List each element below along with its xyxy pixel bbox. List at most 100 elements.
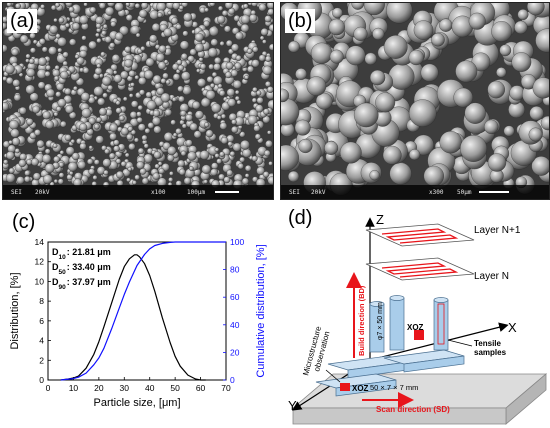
powder-particle (124, 46, 132, 53)
powder-particle (3, 22, 7, 30)
powder-particle (234, 90, 240, 95)
powder-particle (503, 125, 515, 137)
powder-particle (240, 23, 250, 33)
powder-particle (130, 82, 135, 88)
powder-particle (134, 3, 141, 9)
powder-particle (102, 24, 108, 29)
horizontal-bar-samples (315, 349, 465, 397)
powder-particle (171, 97, 177, 102)
y-tick-label: 12 (35, 257, 45, 267)
powder-particle (240, 140, 250, 150)
powder-particle (44, 163, 55, 174)
powder-particle (244, 75, 249, 80)
powder-particle (126, 177, 131, 183)
powder-particle (288, 40, 300, 53)
powder-particle (114, 3, 124, 12)
powder-particle (175, 23, 182, 30)
powder-particle (306, 76, 327, 96)
powder-particle (242, 148, 252, 158)
powder-particle (42, 111, 51, 120)
powder-particle (65, 104, 74, 114)
powder-particle (468, 12, 486, 30)
powder-particle (88, 40, 97, 50)
powder-particle (247, 65, 254, 73)
powder-particle (101, 30, 107, 36)
powder-particle (217, 83, 223, 89)
powder-particle (211, 103, 222, 114)
block-dimension: 50 × 7 × 7 mm (370, 383, 418, 392)
powder-particle (113, 145, 120, 152)
powder-particle (126, 133, 133, 141)
powder-particle (16, 176, 25, 185)
powder-particle (227, 98, 236, 107)
powder-particle (237, 163, 244, 170)
powder-particle (101, 76, 112, 86)
y2-tick-label: 40 (230, 320, 240, 330)
powder-particle (484, 119, 499, 134)
powder-particle (256, 96, 264, 104)
powder-particle (209, 83, 216, 89)
powder-particle (236, 99, 242, 105)
powder-particle (119, 115, 125, 122)
x-tick-label: 50 (170, 383, 180, 393)
powder-particle (64, 134, 72, 141)
powder-particle (251, 155, 258, 162)
powder-particle (92, 175, 98, 181)
powder-particle (132, 180, 137, 185)
powder-particle (39, 38, 46, 45)
powder-particle (192, 101, 201, 110)
y2-tick-label: 80 (230, 265, 240, 275)
powder-particle (162, 72, 169, 80)
powder-particle (259, 35, 265, 41)
powder-particle (154, 163, 160, 169)
powder-particle (41, 46, 48, 53)
powder-particle (205, 129, 214, 138)
xoz-bottom-label: XOZ (352, 384, 369, 393)
powder-particle (28, 58, 35, 65)
powder-particle (65, 3, 73, 7)
powder-particle (79, 49, 88, 58)
powder-particle (70, 139, 76, 144)
powder-particle (52, 143, 58, 149)
powder-particle (158, 168, 165, 175)
powder-particle (18, 106, 27, 115)
powder-particle (67, 161, 78, 172)
powder-particle (135, 32, 141, 38)
powder-particle (241, 177, 249, 185)
powder-particle (262, 171, 270, 178)
axis-y-label: Y (288, 398, 297, 413)
powder-particle (65, 146, 75, 156)
powder-particle (213, 63, 221, 71)
powder-particle (187, 151, 197, 161)
powder-particle (153, 151, 162, 159)
powder-particle (329, 49, 344, 64)
powder-particle (104, 148, 110, 155)
powder-particle (420, 63, 439, 82)
powder-particle (26, 68, 36, 78)
powder-particle (168, 177, 174, 183)
powder-particle (95, 135, 104, 144)
powder-particle (102, 158, 112, 168)
powder-particle (105, 6, 115, 16)
powder-particle (113, 74, 123, 83)
powder-particle (107, 3, 116, 8)
powder-particle (260, 28, 269, 36)
powder-particle (219, 151, 225, 157)
powder-particle (177, 85, 184, 93)
powder-particle (119, 25, 129, 36)
powder-particle (386, 3, 413, 24)
powder-particle (3, 102, 10, 111)
powder-particle (183, 12, 193, 22)
sem-a-texture (3, 3, 273, 199)
powder-particle (59, 150, 65, 155)
powder-particle (102, 92, 108, 99)
powder-particle (95, 23, 102, 29)
y-tick-label: 0 (39, 375, 44, 385)
powder-particle (18, 159, 27, 168)
powder-particle (44, 71, 51, 77)
powder-particle (6, 77, 14, 85)
powder-particle (460, 135, 487, 162)
powder-particle (137, 105, 143, 111)
d-value-annotation: D50: 33.40 μm (52, 262, 111, 276)
powder-particle (268, 43, 273, 51)
